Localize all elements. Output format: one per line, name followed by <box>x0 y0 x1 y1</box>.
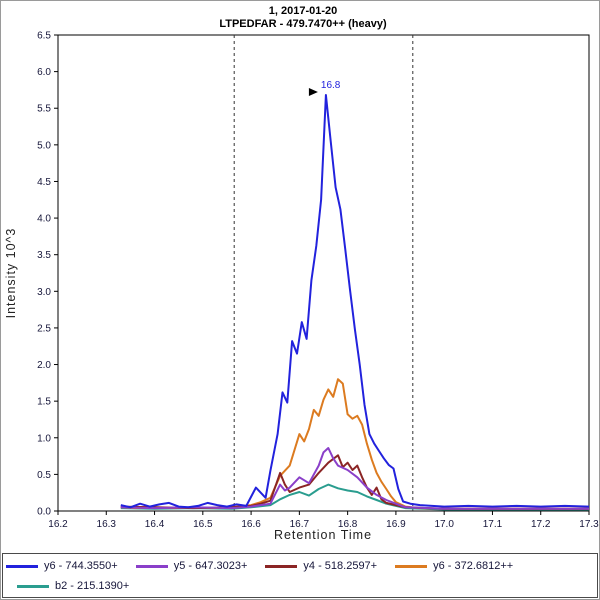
x-tick-label: 16.8 <box>338 519 358 530</box>
peak-rt-annotation: 16.8 <box>321 80 341 91</box>
legend-item: y4 - 518.2597+ <box>265 560 377 572</box>
legend-item: y6 - 744.3550+ <box>6 560 118 572</box>
series-line <box>120 378 589 510</box>
plot-border <box>57 34 590 512</box>
x-tick-label: 17.3 <box>579 519 599 530</box>
legend-item-label: y5 - 647.3023+ <box>173 560 248 572</box>
x-tick-label: 16.4 <box>145 519 165 530</box>
x-tick-label: 17.0 <box>434 519 454 530</box>
legend-item: b2 - 215.1390+ <box>17 580 129 592</box>
chart-title: 1, 2017-01-20 <box>269 5 338 17</box>
y-tick-label: 5.0 <box>37 140 51 151</box>
series-line <box>120 454 589 510</box>
legend: y6 - 744.3550+ y5 - 647.3023+ y4 - 518.259… <box>2 553 598 598</box>
x-axis-title: Retention Time <box>274 528 372 542</box>
y-tick-label: 2.5 <box>37 323 51 334</box>
legend-item-label: y6 - 744.3550+ <box>44 560 118 572</box>
y-tick-label: 6.5 <box>37 31 51 42</box>
y-tick-label: 4.5 <box>37 177 51 188</box>
legend-item-label: b2 - 215.1390+ <box>55 580 130 592</box>
legend-line-swatch-icon <box>6 564 38 568</box>
peak-marker-arrow-icon <box>308 88 318 97</box>
y-tick-label: 1.5 <box>37 397 51 408</box>
x-tick-label: 16.7 <box>290 519 310 530</box>
legend-line-swatch-icon <box>17 584 49 588</box>
legend-item: y6 - 372.6812++ <box>395 560 513 572</box>
chromatogram-plot[interactable]: 1, 2017-01-20 LTPEDFAR - 479.7470++ (hea… <box>1 1 600 551</box>
y-tick-label: 5.5 <box>37 104 51 115</box>
legend-item-label: y4 - 518.2597+ <box>303 560 378 572</box>
y-tick-label: 1.0 <box>37 433 51 444</box>
x-tick-label: 16.3 <box>97 519 117 530</box>
legend-row: b2 - 215.1390+ <box>3 576 597 596</box>
series-line <box>120 94 590 509</box>
y-tick-label: 2.0 <box>37 360 51 371</box>
x-tick-label: 17.1 <box>483 519 503 530</box>
x-tick-label: 16.9 <box>386 519 406 530</box>
legend-line-swatch-icon <box>265 564 298 568</box>
legend-row: y6 - 744.3550+ y5 - 647.3023+ y4 - 518.259… <box>3 556 597 576</box>
y-tick-label: 3.5 <box>37 250 51 261</box>
x-tick-label: 16.6 <box>241 519 261 530</box>
y-tick-label: 0.5 <box>37 470 51 481</box>
x-tick-label: 16.5 <box>193 519 213 530</box>
y-tick-label: 4.0 <box>37 214 51 225</box>
chart-subtitle: LTPEDFAR - 479.7470++ (heavy) <box>219 18 387 30</box>
y-tick-label: 6.0 <box>37 67 51 78</box>
legend-line-swatch-icon <box>135 564 168 568</box>
legend-line-swatch-icon <box>395 564 428 568</box>
y-axis-title: Intensity 10^3 <box>4 228 18 319</box>
legend-item: y5 - 647.3023+ <box>135 560 248 572</box>
series-line <box>120 447 589 510</box>
x-tick-label: 17.2 <box>531 519 551 530</box>
x-tick-label: 16.2 <box>48 519 68 530</box>
y-tick-label: 3.0 <box>37 287 51 298</box>
legend-item-label: y6 - 372.6812++ <box>433 560 514 572</box>
y-tick-label: 0.0 <box>37 507 51 518</box>
